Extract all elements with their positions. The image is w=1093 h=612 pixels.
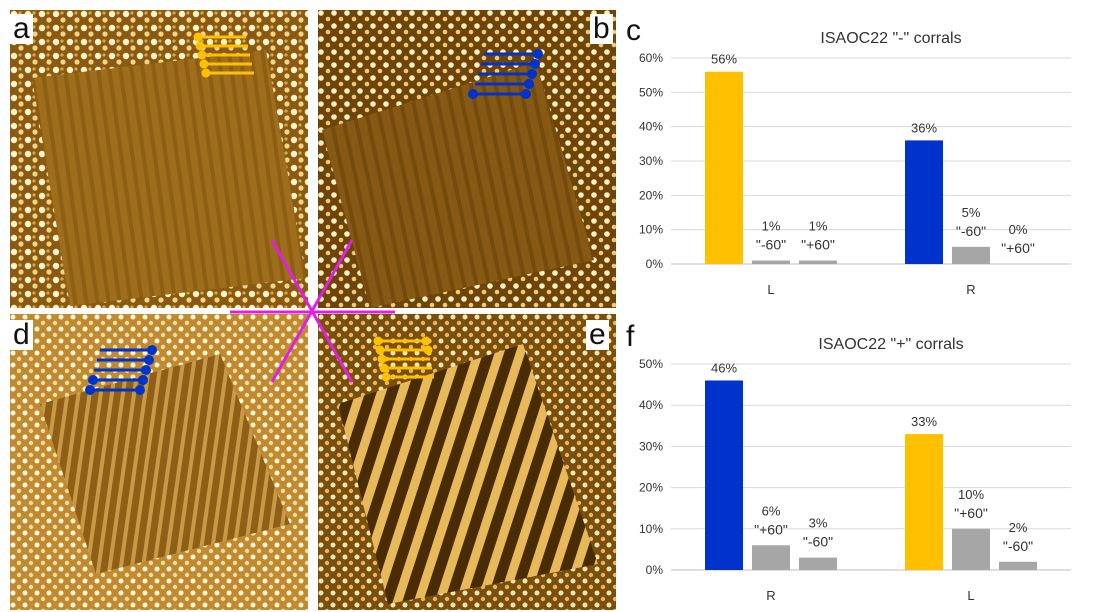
y-tick-label: 40% bbox=[639, 120, 663, 134]
y-tick-label: 50% bbox=[639, 85, 663, 99]
bar-sublabel: "+60" bbox=[1001, 240, 1035, 256]
data-label: 0% bbox=[1009, 222, 1028, 237]
data-label: 5% bbox=[962, 205, 981, 220]
bar-sublabel: "-60" bbox=[803, 534, 833, 550]
data-label: 3% bbox=[809, 516, 828, 531]
x-category-label: L bbox=[967, 588, 974, 603]
data-label: 46% bbox=[711, 360, 737, 375]
panel-letter-a: a bbox=[10, 14, 33, 44]
y-tick-label: 30% bbox=[639, 439, 663, 453]
stm-image-b bbox=[318, 10, 616, 308]
molecule-model-blue bbox=[85, 345, 157, 395]
y-tick-label: 10% bbox=[639, 522, 663, 536]
y-tick-label: 50% bbox=[639, 357, 663, 371]
bar-sublabel: "+60" bbox=[801, 237, 835, 253]
stm-image-e bbox=[318, 314, 616, 610]
bar bbox=[905, 434, 943, 570]
bar-sublabel: "-60" bbox=[756, 237, 786, 253]
x-category-label: R bbox=[766, 588, 775, 603]
molecule-model-yellow bbox=[193, 32, 254, 78]
x-category-label: R bbox=[966, 282, 975, 297]
chart-title: ISAOC22 "-" corrals bbox=[820, 30, 961, 47]
panel-letter-d: d bbox=[10, 320, 33, 350]
bar-sublabel: "-60" bbox=[956, 223, 986, 239]
bar bbox=[952, 528, 990, 570]
molecule-model-yellow bbox=[373, 336, 434, 382]
data-label: 10% bbox=[958, 487, 984, 502]
data-label: 33% bbox=[911, 414, 937, 429]
bar-sublabel: "+60" bbox=[954, 505, 988, 521]
bar bbox=[905, 140, 943, 264]
y-tick-label: 20% bbox=[639, 188, 663, 202]
bar-chart-plus-corrals: ISAOC22 "+" corrals 0% 10% 20% 30% 40% 50% 46% 6… bbox=[639, 336, 1071, 603]
molecule-model-blue bbox=[468, 49, 543, 99]
panel-letter-c: c bbox=[626, 14, 641, 47]
bar bbox=[705, 380, 743, 570]
chart-title: ISAOC22 "+" corrals bbox=[818, 336, 963, 353]
bar-sublabel: "-60" bbox=[1003, 538, 1033, 554]
y-tick-label: 20% bbox=[639, 481, 663, 495]
y-tick-label: 0% bbox=[646, 563, 664, 577]
bar-sublabel: "+60" bbox=[754, 521, 788, 537]
stm-image-d bbox=[10, 314, 308, 610]
data-label: 1% bbox=[809, 219, 828, 234]
panel-letter-e: e bbox=[586, 320, 609, 350]
y-tick-label: 40% bbox=[639, 398, 663, 412]
bar bbox=[799, 557, 837, 570]
y-tick-label: 0% bbox=[646, 257, 664, 271]
data-label: 2% bbox=[1009, 520, 1028, 535]
data-label: 6% bbox=[762, 503, 781, 518]
bar bbox=[799, 260, 837, 264]
stm-image-a bbox=[10, 10, 308, 308]
y-tick-label: 10% bbox=[639, 223, 663, 237]
bar bbox=[752, 545, 790, 570]
data-label: 36% bbox=[911, 120, 937, 135]
bar bbox=[705, 71, 743, 264]
panel-letter-f: f bbox=[626, 320, 635, 353]
x-category-label: L bbox=[767, 282, 774, 297]
data-label: 1% bbox=[762, 219, 781, 234]
bar-chart-minus-corrals: ISAOC22 "-" corrals 0% 10% 20% 30% 40% 50% 60% 5… bbox=[639, 30, 1071, 297]
bar bbox=[752, 260, 790, 264]
bar bbox=[952, 246, 990, 264]
y-tick-label: 60% bbox=[639, 51, 663, 65]
panel-letter-b: b bbox=[590, 14, 613, 44]
y-tick-label: 30% bbox=[639, 154, 663, 168]
bar bbox=[999, 561, 1037, 570]
data-label: 56% bbox=[711, 52, 737, 67]
